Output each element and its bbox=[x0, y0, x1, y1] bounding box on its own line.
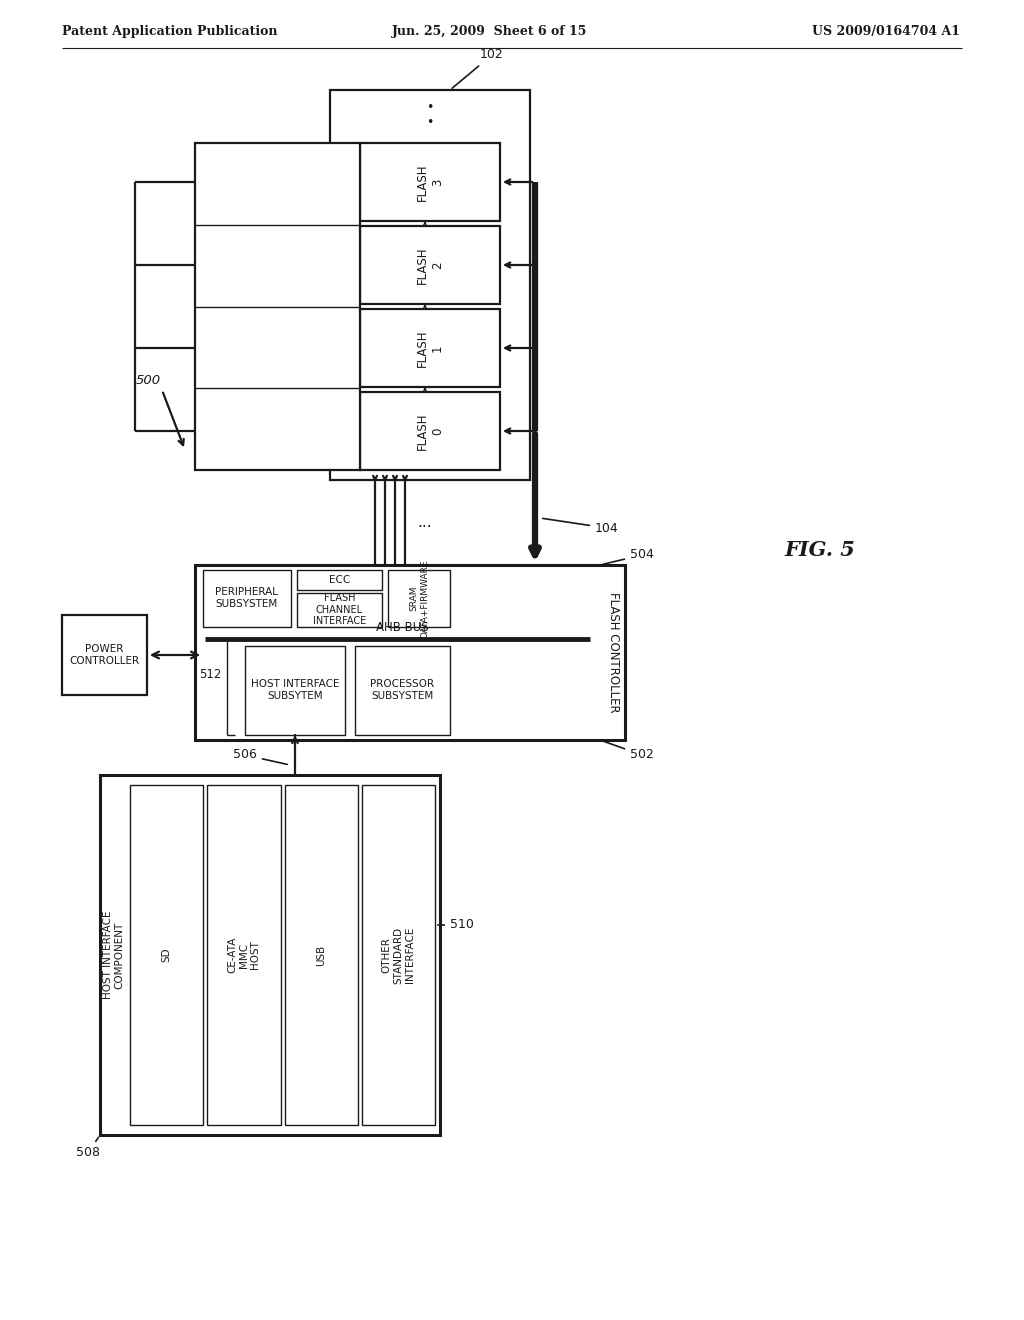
Text: ECC: ECC bbox=[329, 574, 350, 585]
Bar bbox=[360, 392, 500, 470]
Text: 102: 102 bbox=[453, 49, 504, 88]
Text: FLASH
1: FLASH 1 bbox=[416, 329, 444, 367]
Text: AHB BUS: AHB BUS bbox=[376, 620, 429, 634]
Text: 510: 510 bbox=[438, 919, 474, 932]
Bar bbox=[355, 645, 450, 735]
Bar bbox=[360, 226, 500, 304]
Text: PERIPHERAL
SUBSYSTEM: PERIPHERAL SUBSYSTEM bbox=[215, 587, 279, 609]
Text: ...: ... bbox=[418, 515, 432, 531]
Text: Patent Application Publication: Patent Application Publication bbox=[62, 25, 278, 38]
Text: HOST INTERFACE
SUBSYTEM: HOST INTERFACE SUBSYTEM bbox=[251, 680, 339, 701]
Text: CE-ATA
MMC
HOST: CE-ATA MMC HOST bbox=[227, 937, 260, 973]
Text: Jun. 25, 2009  Sheet 6 of 15: Jun. 25, 2009 Sheet 6 of 15 bbox=[392, 25, 588, 38]
Text: USB: USB bbox=[316, 944, 326, 966]
Bar bbox=[62, 615, 147, 696]
Text: 104: 104 bbox=[543, 519, 618, 535]
Bar bbox=[361, 785, 435, 1125]
Text: FLASH
0: FLASH 0 bbox=[416, 412, 444, 450]
Text: •
•: • • bbox=[426, 102, 434, 129]
Text: FLASH
3: FLASH 3 bbox=[416, 164, 444, 201]
Text: 512: 512 bbox=[199, 668, 221, 681]
Bar bbox=[297, 593, 382, 627]
Bar bbox=[245, 645, 345, 735]
Bar bbox=[330, 90, 530, 480]
Text: PROCESSOR
SUBSYSTEM: PROCESSOR SUBSYSTEM bbox=[371, 680, 434, 701]
Text: 506: 506 bbox=[233, 748, 288, 764]
Text: HOST INTERFACE
COMPONENT: HOST INTERFACE COMPONENT bbox=[103, 911, 125, 999]
Text: FLASH
CHANNEL
INTERFACE: FLASH CHANNEL INTERFACE bbox=[313, 593, 367, 626]
Text: 502: 502 bbox=[602, 741, 654, 762]
Text: SRAM
DATA+FIRMWARE: SRAM DATA+FIRMWARE bbox=[410, 558, 429, 638]
Bar bbox=[203, 570, 291, 627]
Bar bbox=[207, 785, 281, 1125]
Bar bbox=[285, 785, 357, 1125]
Text: OTHER
STANDARD
INTERFACE: OTHER STANDARD INTERFACE bbox=[382, 927, 415, 983]
Text: FIG. 5: FIG. 5 bbox=[784, 540, 855, 560]
Bar bbox=[388, 570, 450, 627]
Text: 508: 508 bbox=[76, 1138, 100, 1159]
Bar bbox=[195, 143, 360, 470]
Text: 504: 504 bbox=[603, 549, 654, 565]
Bar bbox=[100, 775, 440, 1135]
Bar bbox=[195, 565, 625, 741]
Bar bbox=[360, 143, 500, 220]
Bar bbox=[130, 785, 203, 1125]
Bar bbox=[360, 309, 500, 387]
Text: 500: 500 bbox=[135, 374, 161, 387]
Text: SD: SD bbox=[162, 948, 172, 962]
Text: FLASH CONTROLLER: FLASH CONTROLLER bbox=[606, 593, 620, 713]
Bar bbox=[297, 570, 382, 590]
Text: FLASH
2: FLASH 2 bbox=[416, 247, 444, 284]
Text: US 2009/0164704 A1: US 2009/0164704 A1 bbox=[812, 25, 961, 38]
Text: POWER
CONTROLLER: POWER CONTROLLER bbox=[70, 644, 139, 665]
